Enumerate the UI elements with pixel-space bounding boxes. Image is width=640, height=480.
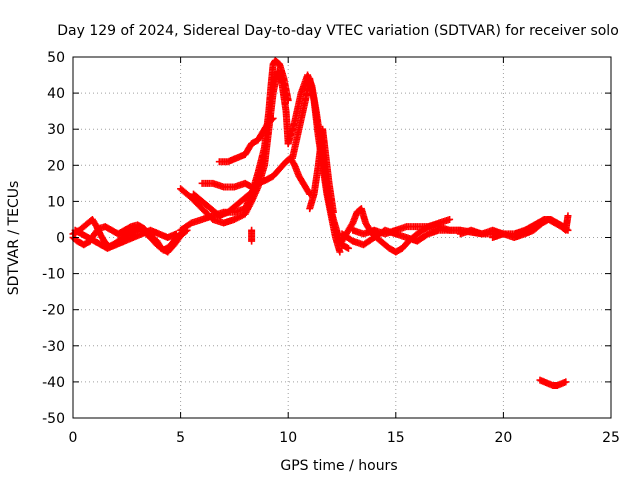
data-point <box>336 248 344 256</box>
x-tick-label: 10 <box>279 430 297 446</box>
series-upper-plateau <box>215 114 277 166</box>
x-tick-label: 15 <box>387 430 405 446</box>
data-point <box>562 378 570 386</box>
data-point <box>269 114 277 122</box>
x-tick-label: 20 <box>494 430 512 446</box>
x-tick-label: 0 <box>69 430 78 446</box>
chart-title: Day 129 of 2024, Sidereal Day-to-day VTE… <box>57 23 619 39</box>
data-point <box>250 187 258 195</box>
data-point <box>446 215 454 223</box>
axis-ticks: 0 5 10 15 20 25 50 40 30 20 10 0 -10 -20 -30 -40 -50 <box>42 50 620 446</box>
x-tick-label: 25 <box>602 430 620 446</box>
y-tick-label: 10 <box>47 194 65 210</box>
y-axis-title: SDTVAR / TECUs <box>6 181 22 296</box>
data-marks <box>69 57 572 390</box>
data-point <box>268 115 276 123</box>
series-mid-band <box>198 154 314 198</box>
series-early-wiggle-b <box>69 221 191 256</box>
y-tick-label: -30 <box>42 339 65 355</box>
y-tick-label: 0 <box>56 231 65 247</box>
data-point <box>248 226 256 234</box>
x-tick-label: 5 <box>176 430 185 446</box>
data-point <box>172 230 180 238</box>
y-tick-label: 40 <box>47 86 65 102</box>
data-point <box>564 212 572 220</box>
data-point <box>344 244 352 252</box>
data-point <box>329 208 337 216</box>
y-tick-label: -10 <box>42 267 65 283</box>
y-tick-label: -40 <box>42 375 65 391</box>
series-second-peak-c <box>306 125 337 216</box>
y-tick-label: 30 <box>47 122 65 138</box>
series-low-cluster <box>536 376 570 390</box>
y-tick-label: -50 <box>42 411 65 427</box>
y-tick-label: -20 <box>42 303 65 319</box>
series-afternoon-c <box>349 223 464 238</box>
data-point <box>249 188 257 196</box>
series-outlier <box>248 226 256 245</box>
y-tick-label: 20 <box>47 158 65 174</box>
x-axis-title: GPS time / hours <box>280 458 397 474</box>
y-tick-label: 50 <box>47 50 65 66</box>
series-cross-x <box>190 187 258 220</box>
series-late-band-b <box>489 212 572 241</box>
